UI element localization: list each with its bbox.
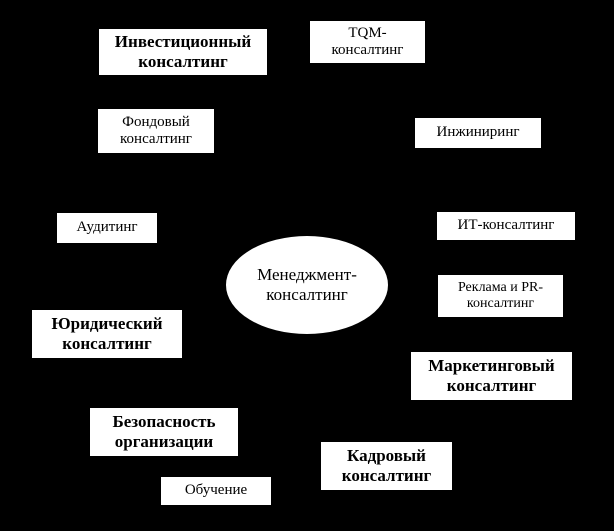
node-investicionnyj: Инвестиционный консалтинг	[98, 28, 268, 76]
node-label: Безопасность организации	[112, 412, 215, 451]
node-label: Реклама и PR- консалтинг	[458, 280, 543, 312]
node-reklama: Реклама и PR- консалтинг	[437, 274, 564, 318]
diagram-canvas: Менеджмент- консалтинг Инвестиционный ко…	[0, 0, 614, 531]
node-label: Юридический консалтинг	[51, 314, 162, 353]
node-marketing: Маркетинговый консалтинг	[410, 351, 573, 401]
node-inzhiniring: Инжиниринг	[414, 117, 542, 149]
center-node: Менеджмент- консалтинг	[225, 235, 389, 335]
node-bezopasnost: Безопасность организации	[89, 407, 239, 457]
node-label: TQM- консалтинг	[332, 25, 404, 60]
node-auditing: Аудитинг	[56, 212, 158, 244]
node-label: Инвестиционный консалтинг	[115, 32, 251, 71]
node-label: ИТ-консалтинг	[458, 217, 555, 234]
node-obuchenie: Обучение	[160, 476, 272, 506]
node-it: ИТ-консалтинг	[436, 211, 576, 241]
node-fondovyj: Фондовый консалтинг	[97, 108, 215, 154]
node-tqm: TQM- консалтинг	[309, 20, 426, 64]
node-label: Инжиниринг	[436, 124, 519, 141]
node-label: Обучение	[185, 482, 247, 499]
node-yuridicheskij: Юридический консалтинг	[31, 309, 183, 359]
node-kadrovyj: Кадровый консалтинг	[320, 441, 453, 491]
node-label: Маркетинговый консалтинг	[428, 356, 554, 395]
node-label: Фондовый консалтинг	[120, 114, 192, 149]
center-node-label: Менеджмент- консалтинг	[257, 265, 357, 304]
node-label: Кадровый консалтинг	[342, 446, 431, 485]
node-label: Аудитинг	[76, 219, 137, 236]
